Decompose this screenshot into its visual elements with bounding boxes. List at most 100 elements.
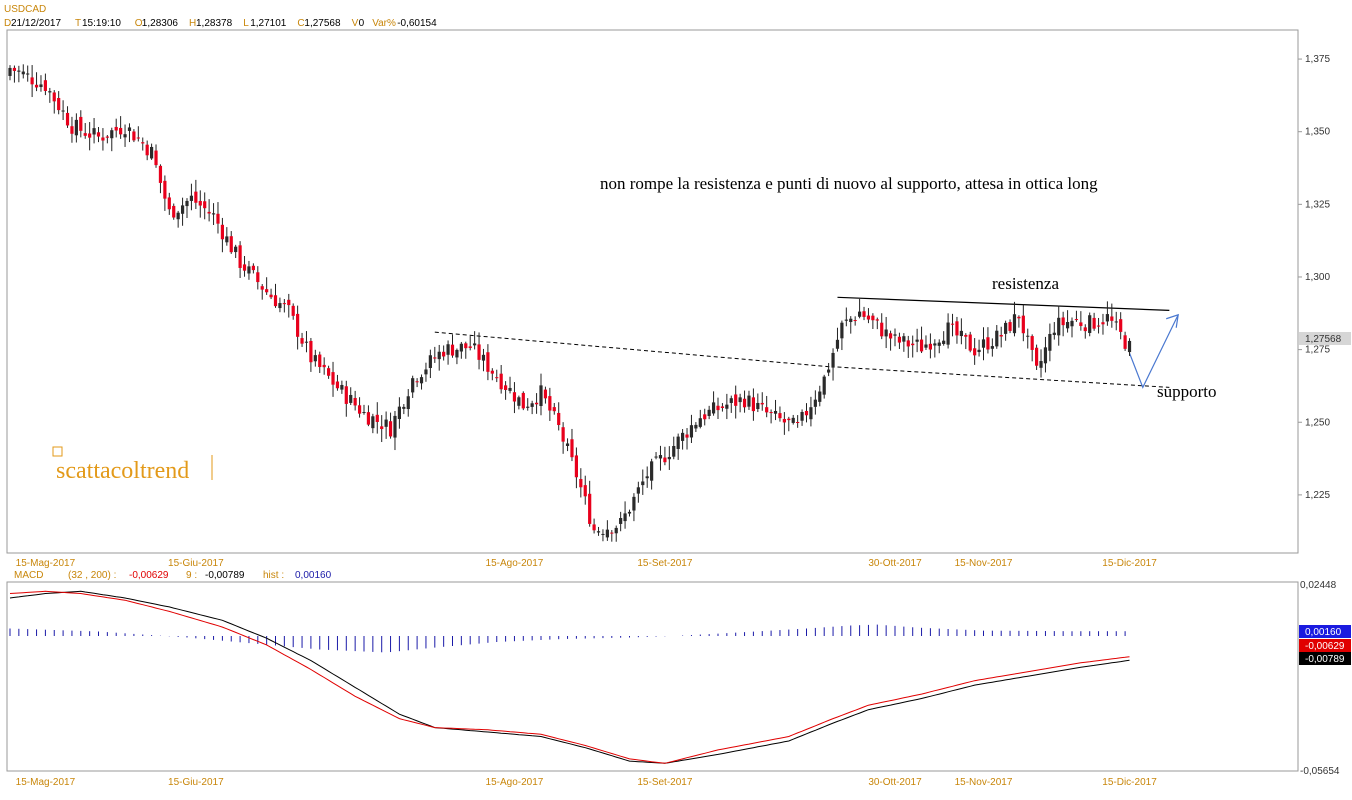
trend-lines (434, 296, 1179, 389)
candle-body (419, 377, 424, 384)
candle-body (689, 425, 694, 438)
candle-body (450, 344, 455, 356)
readout-key: V (352, 18, 359, 29)
candle-body (388, 421, 393, 437)
candle-body (158, 165, 163, 183)
candle-body (707, 409, 711, 416)
candle-body (96, 132, 101, 137)
candle-body (636, 487, 640, 494)
candle-body (1065, 321, 1070, 329)
y-tick-label: 1,375 (1305, 54, 1330, 65)
annotation-note: non rompe la resistenza e punti di nuovo… (600, 174, 1098, 193)
candle-body (424, 369, 428, 375)
candle-body (384, 419, 388, 427)
candle-body (610, 532, 614, 534)
candle-body (8, 67, 12, 76)
candle-body (79, 116, 83, 131)
candle-body (884, 329, 888, 337)
candle-body (729, 398, 733, 403)
readout-value: 0 (359, 18, 365, 29)
candle-body (548, 396, 552, 411)
candle-body (791, 417, 795, 423)
candle-body (499, 373, 503, 390)
candle-body (229, 236, 233, 253)
candle-body (596, 531, 601, 533)
candle-body (402, 406, 406, 409)
candle-body (322, 364, 326, 368)
candle-body (39, 84, 43, 88)
candle-body (627, 511, 632, 514)
candle-body (928, 343, 932, 350)
candle-body (1030, 336, 1034, 350)
candle-body (804, 410, 809, 416)
candle-body (778, 413, 782, 419)
candle-body (902, 336, 906, 342)
candle-body (1110, 316, 1114, 321)
candle-body (17, 70, 21, 72)
support-label: supporto (1157, 382, 1217, 401)
candle-body (539, 385, 543, 407)
candle-body (216, 213, 220, 224)
candle-body (30, 77, 34, 85)
readout-value: 1,28306 (142, 18, 179, 29)
readout-value: -0,60154 (397, 18, 437, 29)
macd-line (9, 590, 1130, 764)
candle-body (849, 318, 853, 323)
x-tick-label: 15-Ago-2017 (486, 558, 544, 569)
candle-body (180, 205, 185, 214)
candle-body (1039, 361, 1043, 368)
ohlc-readout: D 21/12/2017 T 15:19:10 O 1,28306 H 1,28378 L 1,2… (4, 18, 437, 29)
candle-body (43, 80, 47, 91)
x-tick-label: 15-Dic-2017 (1102, 558, 1157, 569)
candle-body (132, 131, 136, 141)
x-tick-label: 15-Nov-2017 (955, 558, 1013, 569)
candle-body (747, 395, 751, 407)
candle-body (773, 410, 778, 414)
candle-body (34, 84, 39, 88)
candle-body (685, 434, 689, 438)
candle-body (1127, 340, 1132, 353)
candle-body (353, 397, 357, 406)
candle-body (225, 236, 229, 243)
candle-body (1105, 314, 1109, 322)
candle-body (1101, 322, 1105, 325)
candle-body (52, 92, 56, 102)
candle-body (1048, 333, 1052, 351)
candle-body (433, 357, 437, 359)
candle-body (211, 213, 216, 215)
candle-body (543, 389, 548, 399)
candle-body (769, 412, 773, 414)
candle-body (875, 319, 879, 321)
candle-body (371, 416, 375, 429)
candle-body (486, 352, 490, 372)
candle-body (658, 455, 663, 459)
candle-body (105, 136, 109, 138)
candle-body (614, 527, 618, 534)
candle-body (977, 349, 981, 353)
candle-body (862, 311, 866, 317)
candle-body (981, 339, 986, 348)
candle-body (1083, 327, 1087, 332)
candle-body (517, 397, 521, 406)
candle-body (641, 481, 645, 486)
candle-body (256, 272, 260, 283)
candle-body (101, 137, 105, 141)
candle-body (189, 195, 194, 201)
candle-body (534, 402, 539, 405)
candle-body (800, 411, 804, 421)
candle-body (318, 354, 322, 368)
candle-body (154, 150, 158, 166)
candle-body (1043, 347, 1048, 364)
candle-body (83, 133, 87, 136)
candle-body (70, 126, 74, 134)
candle-body (26, 73, 30, 75)
candle-body (742, 398, 747, 408)
candle-body (1026, 335, 1030, 337)
candle-body (946, 322, 950, 345)
candle-body (335, 381, 340, 389)
candle-body (827, 369, 831, 373)
candle-body (760, 402, 764, 405)
candle-body (844, 319, 848, 321)
candle-body (167, 197, 171, 210)
candle-body (588, 493, 592, 524)
